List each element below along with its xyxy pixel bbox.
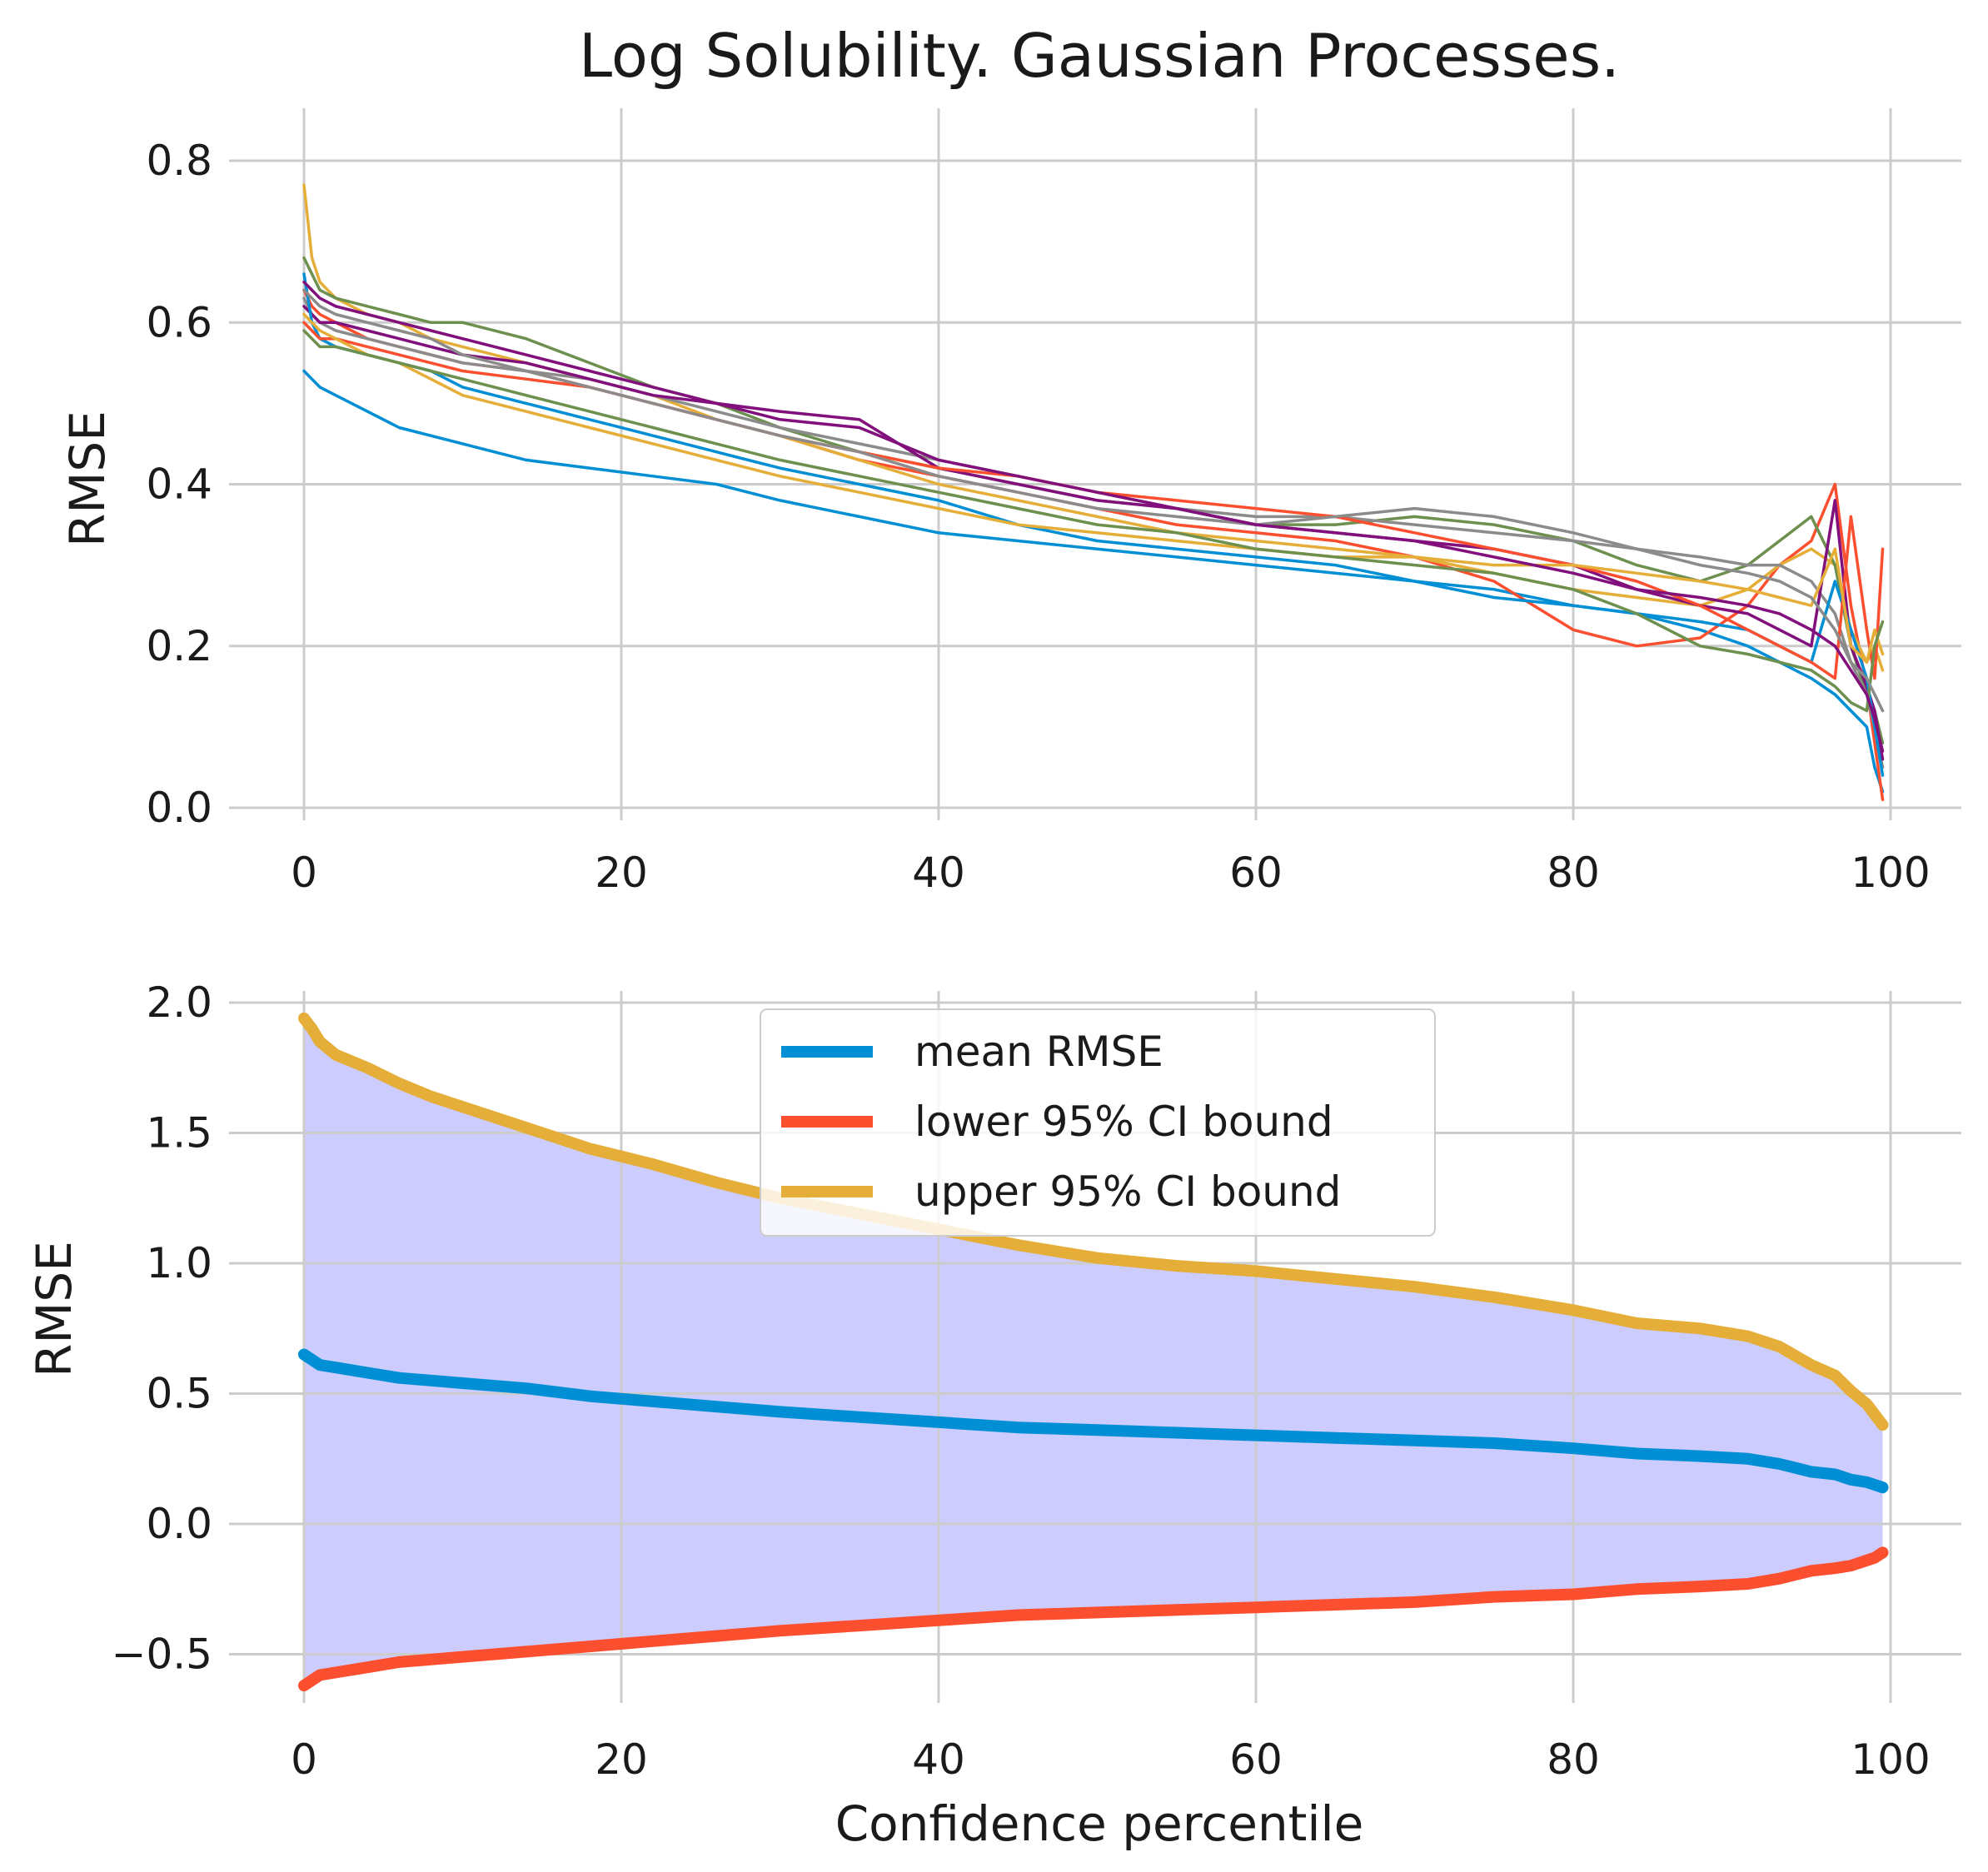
legend-box: [760, 1008, 1436, 1237]
y-tick-label: 0.8: [146, 137, 212, 185]
top-series-lines: [302, 183, 1885, 802]
y-tick-label: 1.5: [146, 1109, 212, 1158]
y-tick-label: 0.2: [146, 622, 212, 670]
series-line-12: [302, 280, 1885, 753]
series-line-3: [302, 183, 1885, 672]
series-lower-95-ci-bound: [298, 1546, 1889, 1692]
bottom-x-axis-label: Confidence percentile: [835, 1795, 1364, 1852]
top-chart-panel: 0 20 40 60 80 100 0.0 0.2 0.4 0.6 0.8 RMSE: [59, 108, 1961, 897]
bottom-series-lines: [298, 1012, 1889, 1692]
y-tick-label: 0.4: [146, 461, 212, 509]
x-tick-label: 40: [912, 1735, 965, 1784]
x-tick-label: 100: [1851, 1735, 1930, 1784]
x-tick-label: 60: [1229, 1735, 1283, 1784]
x-tick-label: 60: [1229, 849, 1283, 897]
y-tick-label: 0.5: [146, 1370, 212, 1418]
top-gridlines: [229, 108, 1961, 820]
ci-fill-area: [304, 1018, 1883, 1686]
series-line-6: [302, 305, 1885, 761]
top-y-tick-labels: 0.0 0.2 0.4 0.6 0.8: [146, 137, 212, 832]
x-tick-label: 0: [291, 849, 317, 897]
bottom-y-tick-labels: −0.5 0.0 0.5 1.0 1.5 2.0: [112, 978, 212, 1679]
series-upper-95-ci-bound: [298, 1012, 1889, 1431]
series-line-11: [302, 288, 1885, 713]
y-tick-label: 2.0: [146, 978, 212, 1027]
x-tick-label: 80: [1547, 849, 1600, 897]
legend: mean RMSE lower 95% CI bound upper 95% C…: [760, 1008, 1436, 1237]
legend-label-upper: upper 95% CI bound: [914, 1168, 1341, 1216]
bottom-y-axis-label: RMSE: [26, 1241, 82, 1377]
top-y-axis-label: RMSE: [59, 411, 116, 547]
figure-title: Log Solubility. Gaussian Processes.: [579, 21, 1620, 91]
top-x-tick-labels: 0 20 40 60 80 100: [291, 849, 1931, 897]
series-line-10: [302, 329, 1885, 713]
y-tick-label: 1.0: [146, 1239, 212, 1287]
series-mean-rmse: [298, 1348, 1889, 1494]
y-tick-label: −0.5: [112, 1631, 212, 1679]
x-tick-label: 0: [291, 1735, 317, 1784]
bottom-x-tick-labels: 0 20 40 60 80 100: [291, 1735, 1931, 1784]
x-tick-label: 100: [1851, 849, 1930, 897]
y-tick-label: 0.0: [146, 1500, 212, 1548]
x-tick-label: 80: [1547, 1735, 1600, 1784]
bottom-chart-panel: 0 20 40 60 80 100 −0.5 0.0 0.5 1.0 1.5 2.0 RMSE Co…: [26, 978, 1961, 1852]
x-tick-label: 20: [595, 849, 648, 897]
x-tick-label: 20: [595, 1735, 648, 1784]
legend-label-lower: lower 95% CI bound: [914, 1098, 1333, 1146]
x-tick-label: 40: [912, 849, 965, 897]
series-line-1: [302, 369, 1885, 794]
y-tick-label: 0.0: [146, 784, 212, 832]
legend-label-mean: mean RMSE: [914, 1028, 1163, 1076]
y-tick-label: 0.6: [146, 298, 212, 346]
series-line-9: [302, 312, 1885, 664]
